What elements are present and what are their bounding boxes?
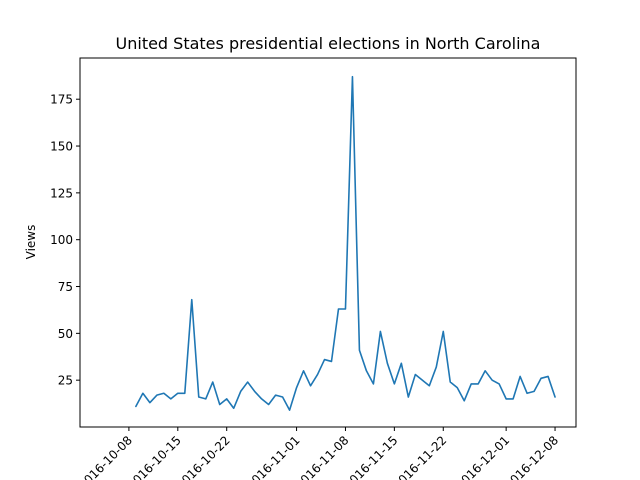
y-axis-ticks: 25 50 75 100 125 150 175 — [50, 93, 80, 388]
chart-title: United States presidential elections in … — [116, 34, 541, 53]
y-tick-label: 50 — [58, 327, 73, 341]
plot-area-frame — [79, 57, 577, 428]
y-tick-label: 175 — [50, 93, 73, 107]
x-tick-label: 2016-12-08 — [502, 433, 561, 480]
x-tick-label: 2016-12-01 — [453, 433, 512, 480]
y-tick-label: 125 — [50, 186, 73, 200]
series-line-views — [135, 75, 556, 411]
y-tick-label: 100 — [50, 233, 73, 247]
x-tick-label: 2016-10-15 — [125, 433, 184, 480]
x-tick-label: 2016-11-22 — [390, 433, 449, 480]
x-tick-label: 2016-11-01 — [243, 433, 302, 480]
y-axis-label: Views — [24, 225, 38, 260]
y-tick-label: 150 — [50, 140, 73, 154]
y-tick-label: 25 — [58, 374, 73, 388]
x-tick-label: 2016-11-08 — [292, 433, 351, 480]
x-tick-label: 2016-11-15 — [341, 433, 400, 480]
x-tick-label: 2016-10-08 — [76, 433, 135, 480]
x-tick-label: 2016-10-22 — [174, 433, 233, 480]
y-tick-label: 75 — [58, 280, 73, 294]
